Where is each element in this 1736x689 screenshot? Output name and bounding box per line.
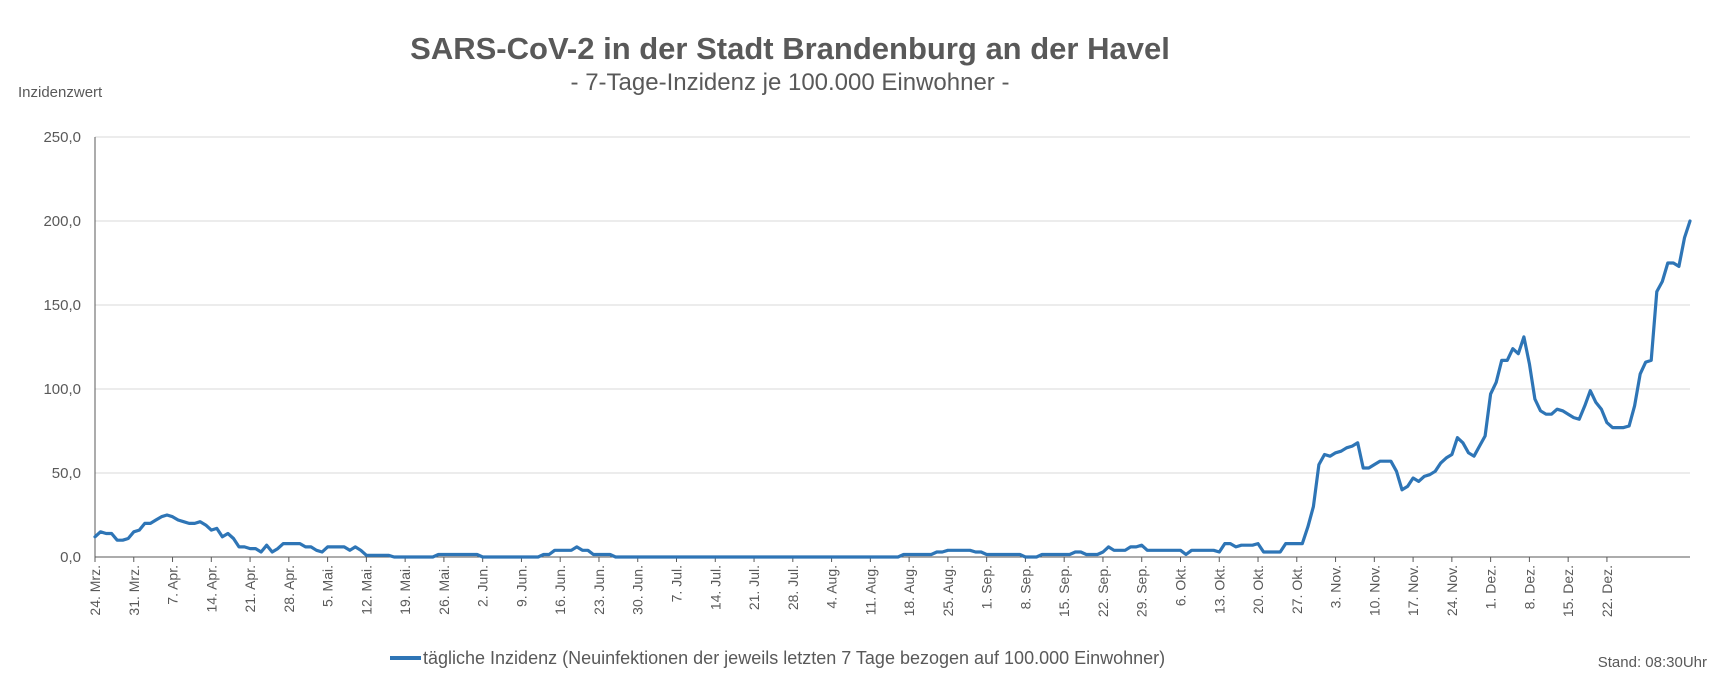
x-tick-label: 1. Sep. [979,565,995,609]
x-tick-label: 13. Okt. [1211,565,1227,614]
x-tick-label: 8. Sep. [1017,565,1033,609]
x-tick-label: 21. Jul. [746,565,762,610]
y-tick-label: 0,0 [60,549,81,566]
y-tick-label: 250,0 [43,129,81,146]
x-tick-label: 11. Aug. [862,565,878,615]
chart-title: SARS-CoV-2 in der Stadt Brandenburg an d… [410,31,1170,66]
x-tick-label: 1. Dez. [1483,565,1499,609]
y-tick-label: 200,0 [43,213,81,230]
x-tick-label: 18. Aug. [901,565,917,616]
series-line-incidence [93,219,1692,559]
x-tick-label: 8. Dez. [1521,565,1537,609]
x-tick-label: 28. Apr. [281,565,297,612]
x-tick-label: 31. Mrz. [126,565,142,616]
y-tick-label: 100,0 [43,381,81,398]
x-tick-label: 15. Dez. [1560,565,1576,617]
x-tick-label: 19. Mai. [397,565,413,615]
x-tick-label: 14. Jul. [707,565,723,610]
x-tick-label: 24. Nov. [1444,565,1460,616]
x-tick-label: 20. Okt. [1250,565,1266,614]
x-tick-label: 28. Jul. [785,565,801,610]
y-axis-ticks: 0,0 50,0 100,0 150,0 200,0 250,0 [43,129,81,566]
status-timestamp: Stand: 08:30Uhr [1598,654,1707,671]
x-tick-label: 27. Okt. [1289,565,1305,614]
x-tick-label: 9. Jun. [513,565,529,607]
x-tick-label: 22. Sep. [1095,565,1111,617]
x-tick-label: 7. Jul. [669,565,685,602]
x-tick-label: 3. Nov. [1328,565,1344,608]
legend: tägliche Inzidenz (Neuinfektionen der je… [390,648,1165,668]
x-tick-label: 22. Dez. [1599,565,1615,617]
legend-label: tägliche Inzidenz (Neuinfektionen der je… [423,648,1165,668]
x-tick-label: 6. Okt. [1172,565,1188,606]
x-tick-label: 29. Sep. [1134,565,1150,617]
x-tick-label: 30. Jun. [630,565,646,615]
x-tick-label: 7. Apr. [165,565,181,605]
x-tick-label: 12. Mai. [358,565,374,615]
x-tick-label: 4. Aug. [824,565,840,609]
x-tick-label: 21. Apr. [242,565,258,612]
x-tick-label: 2. Jun. [475,565,491,607]
x-tick-label: 23. Jun. [591,565,607,615]
x-tick-label: 10. Nov. [1366,565,1382,616]
x-tick-label: 24. Mrz. [87,565,103,616]
x-tick-label: 25. Aug. [940,565,956,616]
y-tick-label: 150,0 [43,297,81,314]
x-tick-label: 26. Mai. [436,565,452,615]
gridlines [95,136,1690,474]
y-tick-label: 50,0 [52,465,81,482]
x-axis-ticks: 24. Mrz. 31. Mrz. 7. Apr. 14. Apr. 21. Apr. 2… [87,557,1615,617]
x-tick-label: 16. Jun. [552,565,568,615]
x-tick-label: 17. Nov. [1405,565,1421,616]
x-tick-label: 15. Sep. [1056,565,1072,617]
chart-subtitle: - 7-Tage-Inzidenz je 100.000 Einwohner - [571,69,1010,96]
x-tick-label: 5. Mai. [320,565,336,607]
y-axis-label: Inzidenzwert [18,84,103,101]
x-tick-label: 14. Apr. [203,565,219,612]
